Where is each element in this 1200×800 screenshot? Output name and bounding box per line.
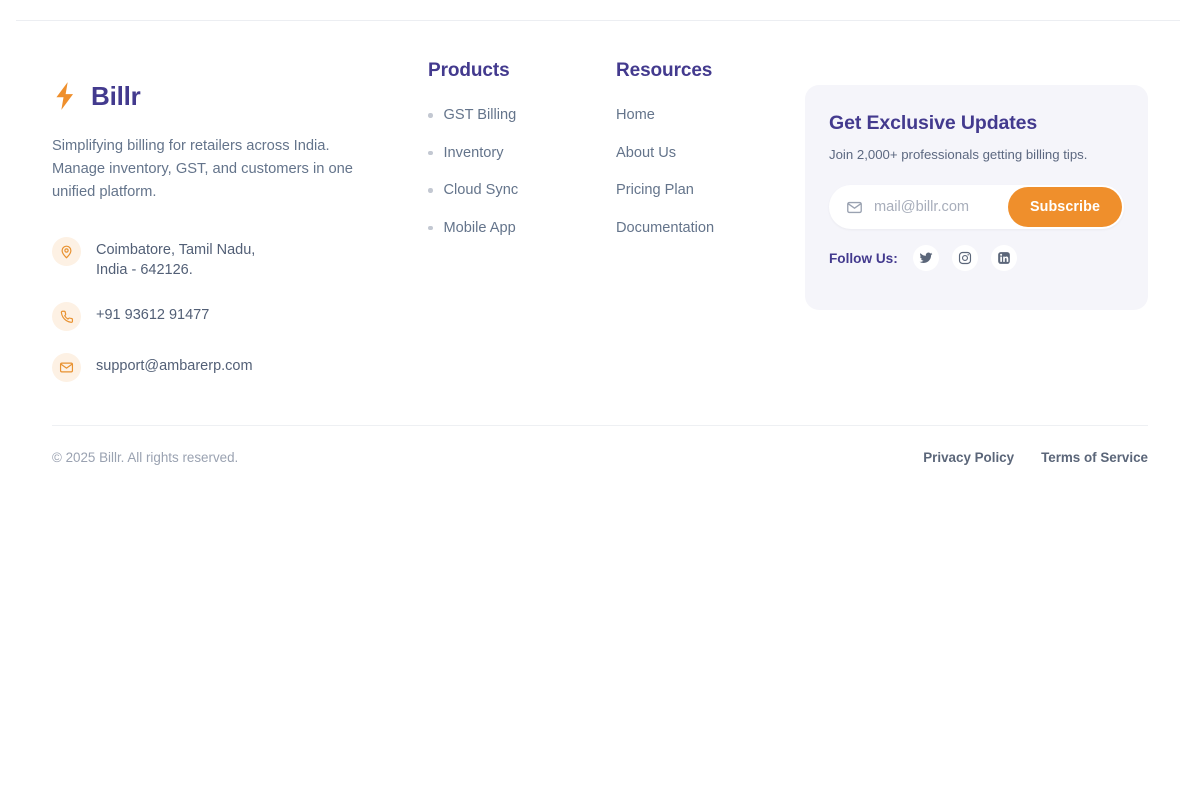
footer-link-pricing-plan[interactable]: Pricing Plan	[616, 182, 796, 199]
bullet-dot-icon	[428, 225, 433, 231]
footer-link-label: Pricing Plan	[616, 182, 694, 198]
email-input[interactable]	[874, 199, 1008, 215]
footer-link-label: Cloud Sync	[443, 182, 519, 198]
footer-link-label: GST Billing	[443, 107, 517, 123]
column-title-resources: Resources	[616, 60, 713, 81]
top-divider	[16, 20, 1180, 21]
contact-address-text: Coimbatore, Tamil Nadu, India - 642126.	[96, 236, 255, 280]
newsletter-title: Get Exclusive Updates	[829, 112, 1038, 134]
brand-column: Billr Simplifying billing for retailers …	[52, 76, 382, 382]
newsletter-card: Get Exclusive Updates Join 2,000+ profes…	[805, 85, 1148, 310]
contact-email-text: support@ambarerp.com	[96, 358, 253, 374]
bullet-dot-icon	[428, 150, 433, 156]
bullet-dot-icon	[428, 188, 433, 193]
follow-us-row: Follow Us:	[829, 245, 1017, 271]
logo-row[interactable]: Billr	[52, 76, 382, 116]
lightning-bolt-icon	[52, 81, 78, 111]
footer-column-resources: Resources Home About Us Pricing Plan Doc…	[616, 60, 796, 237]
subscribe-form: Subscribe	[829, 185, 1124, 229]
contact-address: Coimbatore, Tamil Nadu, India - 642126.	[52, 236, 382, 280]
legal-links: Privacy Policy Terms of Service	[923, 450, 1148, 465]
footer-link-gst-billing[interactable]: GST Billing	[428, 107, 588, 124]
contact-phone-text: +91 93612 91477	[96, 307, 210, 323]
footer-link-about-us[interactable]: About Us	[616, 145, 796, 162]
address-line-2: India - 642126.	[96, 262, 193, 278]
footer-link-label: About Us	[616, 144, 677, 161]
privacy-policy-link[interactable]: Privacy Policy	[923, 450, 1015, 465]
bullet-dot-icon	[428, 113, 433, 118]
footer-link-mobile-app[interactable]: Mobile App	[428, 220, 588, 237]
footer-link-label: Inventory	[443, 144, 504, 161]
twitter-icon[interactable]	[912, 245, 939, 271]
mail-icon	[846, 199, 863, 216]
subscribe-button[interactable]: Subscribe	[1007, 187, 1122, 227]
footer-link-documentation[interactable]: Documentation	[616, 220, 796, 237]
footer-link-inventory[interactable]: Inventory	[428, 145, 588, 162]
contact-list: Coimbatore, Tamil Nadu, India - 642126. …	[52, 236, 382, 382]
address-line-1: Coimbatore, Tamil Nadu,	[96, 242, 256, 258]
terms-of-service-link[interactable]: Terms of Service	[1041, 450, 1148, 465]
footer-link-label: Mobile App	[443, 219, 516, 236]
copyright-text: © 2025 Billr. All rights reserved.	[52, 450, 239, 465]
brand-name: Billr	[91, 80, 141, 111]
column-title-products: Products	[428, 60, 510, 81]
footer-link-label: Documentation	[616, 219, 715, 236]
bottom-divider	[52, 425, 1148, 426]
contact-phone[interactable]: +91 93612 91477	[52, 301, 382, 331]
mail-icon	[52, 353, 81, 382]
phone-icon	[52, 302, 81, 331]
contact-email[interactable]: support@ambarerp.com	[52, 352, 382, 382]
linkedin-icon[interactable]	[990, 245, 1017, 271]
brand-description: Simplifying billing for retailers across…	[52, 138, 353, 200]
follow-us-label: Follow Us:	[829, 250, 898, 266]
map-pin-icon	[52, 237, 81, 266]
footer-link-cloud-sync[interactable]: Cloud Sync	[428, 182, 588, 199]
footer-link-home[interactable]: Home	[616, 107, 796, 124]
newsletter-subtitle: Join 2,000+ professionals getting billin…	[829, 147, 1088, 162]
instagram-icon[interactable]	[951, 245, 978, 271]
footer-column-products: Products GST Billing Inventory Cloud Syn…	[428, 60, 588, 237]
footer-link-label: Home	[616, 107, 655, 123]
